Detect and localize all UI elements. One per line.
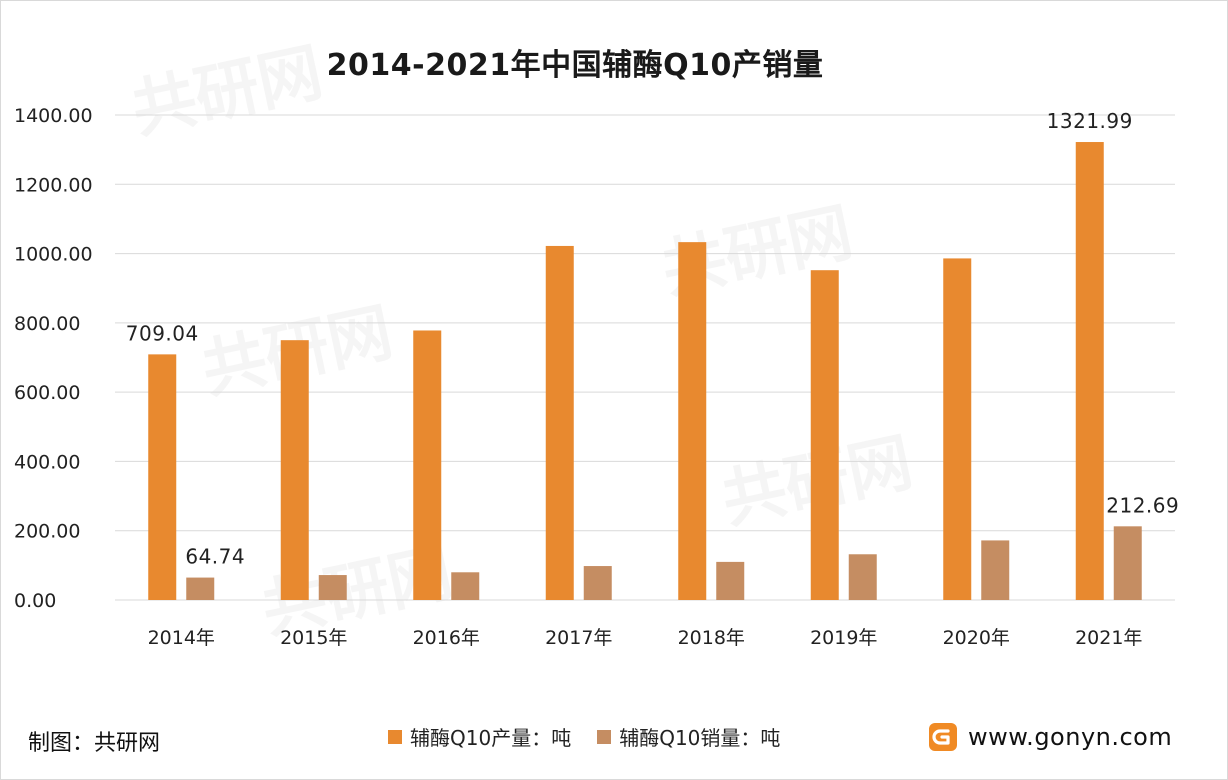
- legend-label-production: 辅酶Q10产量：吨: [410, 726, 572, 750]
- y-tick-label: 400.00: [14, 451, 80, 473]
- bar-sales: [318, 575, 347, 600]
- chart-title: 2014-2021年中国辅酶Q10产销量: [326, 48, 824, 83]
- x-tick-label: 2021年: [1075, 627, 1142, 649]
- bar-production: [943, 258, 972, 600]
- x-tick-label: 2020年: [943, 627, 1010, 649]
- bar-sales: [981, 540, 1010, 600]
- x-tick-label: 2018年: [678, 627, 745, 649]
- legend-item-production: 辅酶Q10产量：吨: [388, 722, 571, 751]
- bar-sales: [583, 566, 612, 600]
- data-label: 709.04: [126, 321, 199, 345]
- data-label: 1321.99: [1047, 109, 1133, 133]
- bar-production: [148, 354, 177, 600]
- x-tick-label: 2016年: [413, 627, 480, 649]
- y-tick-label: 800.00: [14, 313, 80, 335]
- x-tick-label: 2017年: [545, 627, 612, 649]
- brand: www.gonyn.com: [928, 722, 1172, 752]
- bar-production: [280, 340, 309, 600]
- bar-sales: [186, 577, 215, 600]
- bar-sales: [451, 572, 480, 600]
- data-label: 212.69: [1106, 493, 1179, 517]
- data-label: 64.74: [185, 545, 245, 569]
- x-tick-label: 2014年: [148, 627, 215, 649]
- x-tick-label: 2015年: [280, 627, 347, 649]
- bar-production: [413, 330, 442, 600]
- legend-swatch-production: [388, 729, 402, 744]
- bar-production: [545, 245, 574, 600]
- bar-sales: [716, 561, 745, 600]
- x-tick-label: 2019年: [810, 627, 877, 649]
- source-label: 制图：共研网: [28, 731, 161, 756]
- bar-production: [810, 270, 839, 600]
- legend-label-sales: 辅酶Q10销量：吨: [619, 726, 781, 750]
- y-tick-label: 1200.00: [14, 174, 93, 196]
- y-tick-label: 1000.00: [14, 244, 93, 266]
- legend: 辅酶Q10产量：吨 辅酶Q10销量：吨: [388, 722, 780, 751]
- bar-production: [678, 242, 707, 600]
- bar-sales: [848, 554, 877, 600]
- y-tick-label: 1400.00: [14, 105, 93, 127]
- legend-swatch-sales: [597, 729, 612, 744]
- y-tick-label: 200.00: [14, 521, 80, 543]
- brand-logo-icon: [929, 723, 957, 751]
- y-tick-label: 600.00: [14, 382, 80, 404]
- y-tick-label: 0.00: [14, 590, 56, 612]
- legend-item-sales: 辅酶Q10销量：吨: [597, 722, 780, 751]
- brand-url: www.gonyn.com: [968, 723, 1173, 751]
- bar-sales: [1113, 526, 1142, 600]
- bar-production: [1075, 142, 1104, 600]
- bar-chart: 0.00 200.00 400.00 600.00 800.00 1000.00 1200.…: [14, 105, 1179, 649]
